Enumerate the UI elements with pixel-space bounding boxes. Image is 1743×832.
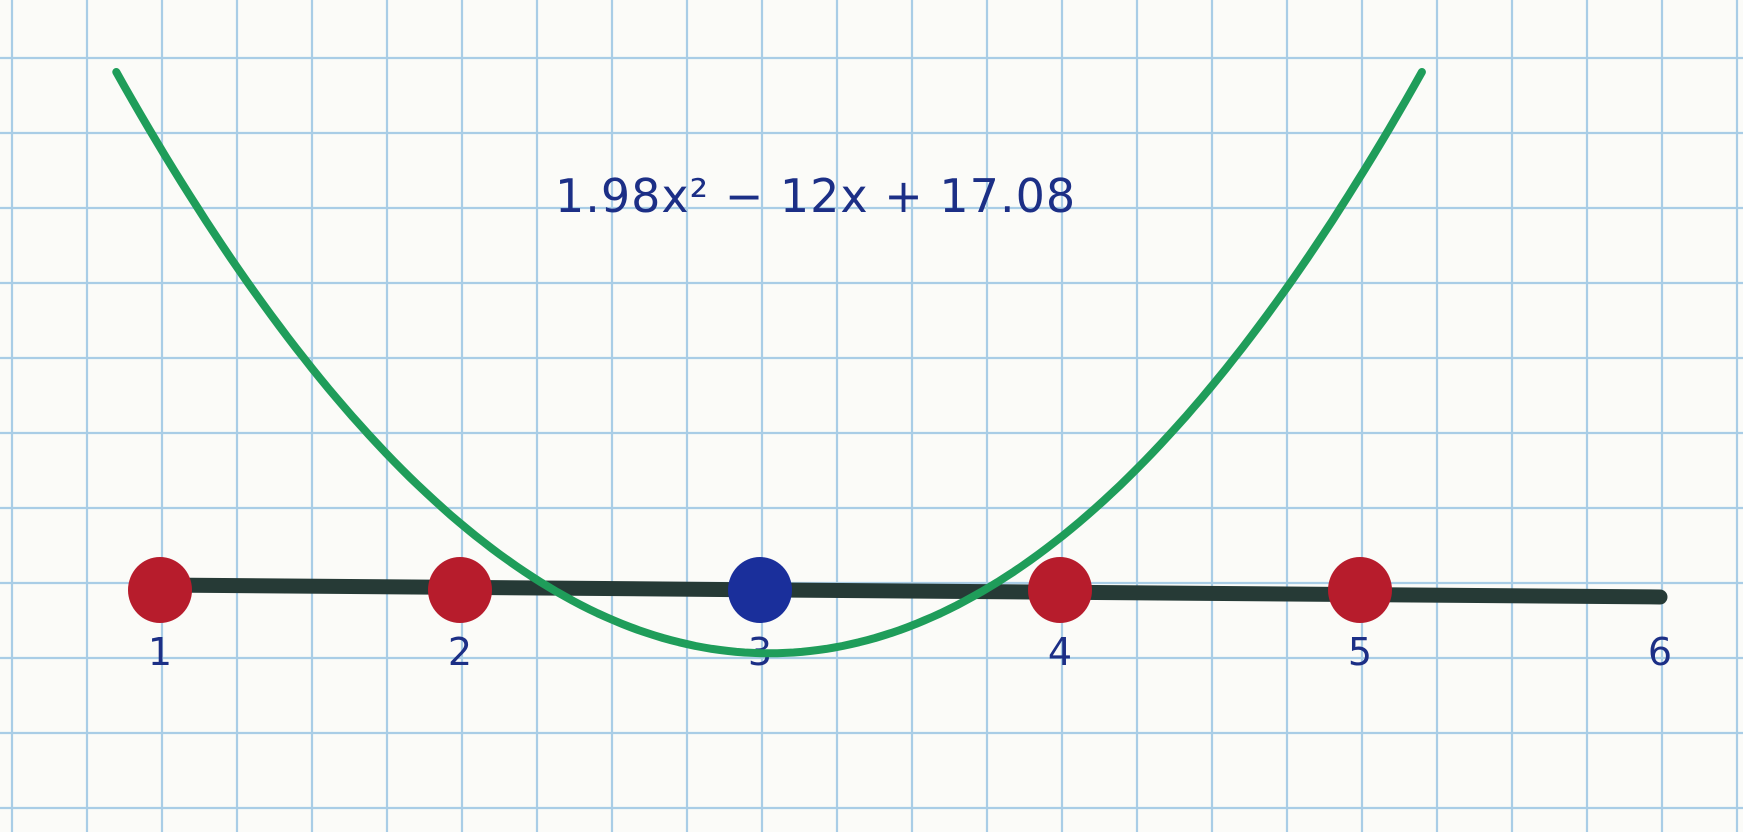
point-marker-1: [128, 557, 192, 623]
parabola-curve: [112, 68, 1426, 658]
point-marker-2: [428, 557, 492, 623]
point-marker-4: [1028, 557, 1092, 623]
tick-label-4: 4: [1048, 630, 1072, 674]
point-markers: [128, 557, 1392, 623]
tick-label-1: 1: [148, 630, 172, 674]
number-line-axis: [152, 577, 1668, 605]
equation-label: 1.98x² − 12x + 17.08: [555, 169, 1076, 223]
point-marker-5: [1328, 557, 1392, 623]
tick-label-5: 5: [1348, 630, 1372, 674]
tick-label-2: 2: [448, 630, 472, 674]
point-marker-3: [728, 557, 792, 623]
tick-label-6: 6: [1648, 630, 1672, 674]
